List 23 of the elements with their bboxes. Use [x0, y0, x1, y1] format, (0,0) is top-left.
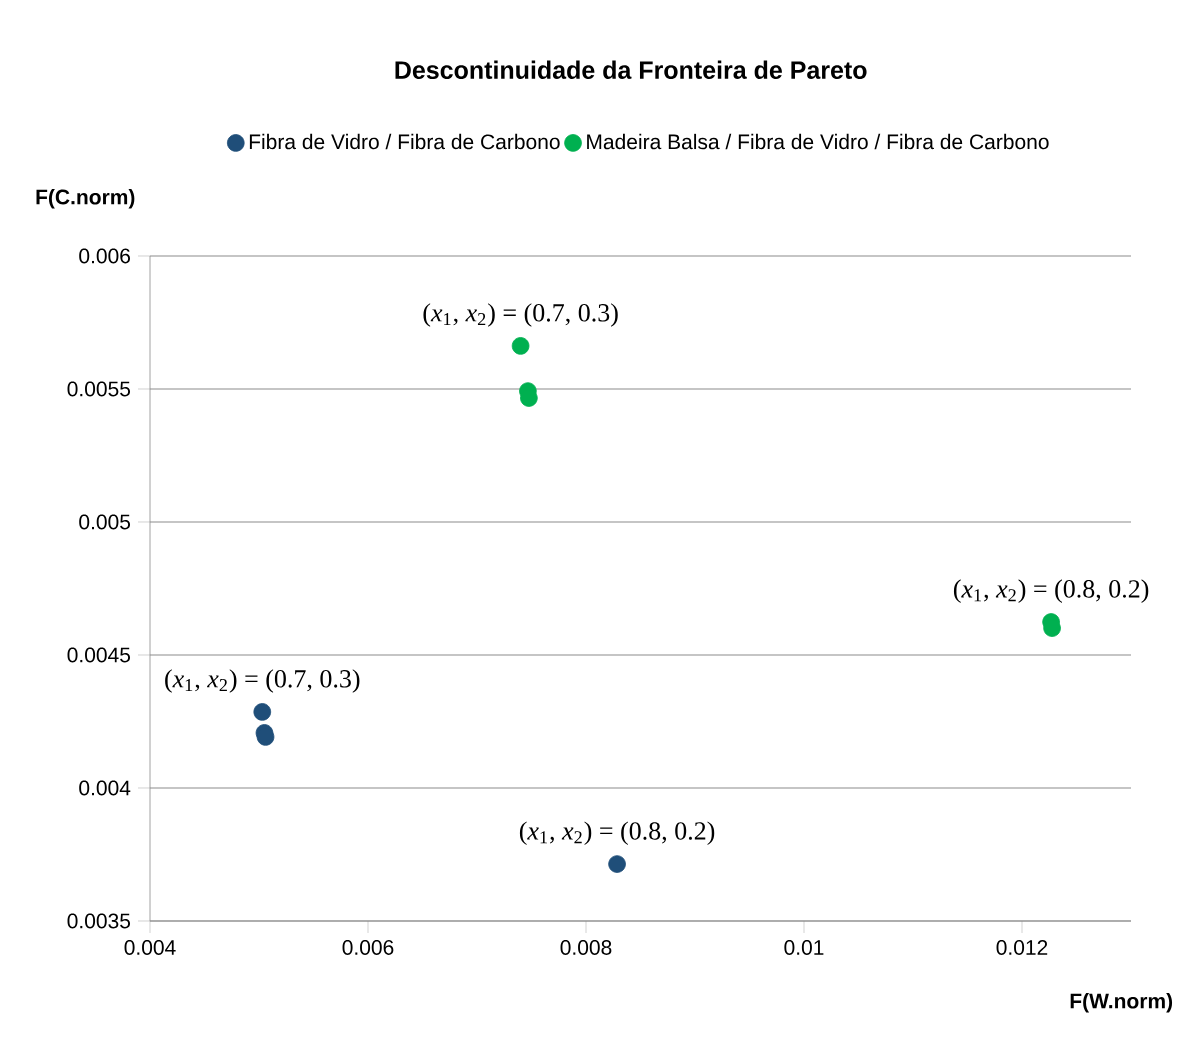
- x-tick-label: 0.012: [996, 940, 1048, 955]
- annotation: (x$_{1}$, x$_{2}$) = (0.7, 0.3): [165, 669, 360, 693]
- y-tick-label: 0.006: [79, 248, 131, 264]
- x-tick-label: 0.01: [784, 940, 824, 955]
- chart-title: Descontinuidade da Fronteira de Pareto: [395, 60, 867, 79]
- x-tick-label: 0.008: [560, 940, 612, 955]
- annotation: (x$_{1}$, x$_{2}$) = (0.8, 0.2): [953, 579, 1149, 603]
- annotation: (x$_{1}$, x$_{2}$) = (0.8, 0.2): [519, 821, 715, 845]
- y-axis-title: F(C.norm): [36, 189, 135, 209]
- legend-label: Fibra de Vidro / Fibra de Carbono: [249, 133, 560, 150]
- annotation: (x$_{1}$, x$_{2}$) = (0.7, 0.3): [423, 303, 618, 327]
- y-tick-label: 0.0035: [67, 913, 131, 929]
- point: [253, 703, 272, 721]
- point: [511, 337, 530, 355]
- x-axis-title: F(W.norm): [1070, 993, 1173, 1013]
- x-tick-label: 0.004: [124, 940, 176, 955]
- legend-label: Madeira Balsa / Fibra de Vidro / Fibra de Carbono: [587, 133, 1049, 150]
- y-tick-label: 0.0045: [67, 647, 131, 663]
- y-tick-label: 0.0055: [67, 381, 131, 397]
- point: [608, 855, 626, 873]
- x-tick-label: 0.006: [342, 940, 394, 955]
- y-tick-label: 0.005: [79, 514, 131, 530]
- y-tick-label: 0.004: [79, 780, 131, 796]
